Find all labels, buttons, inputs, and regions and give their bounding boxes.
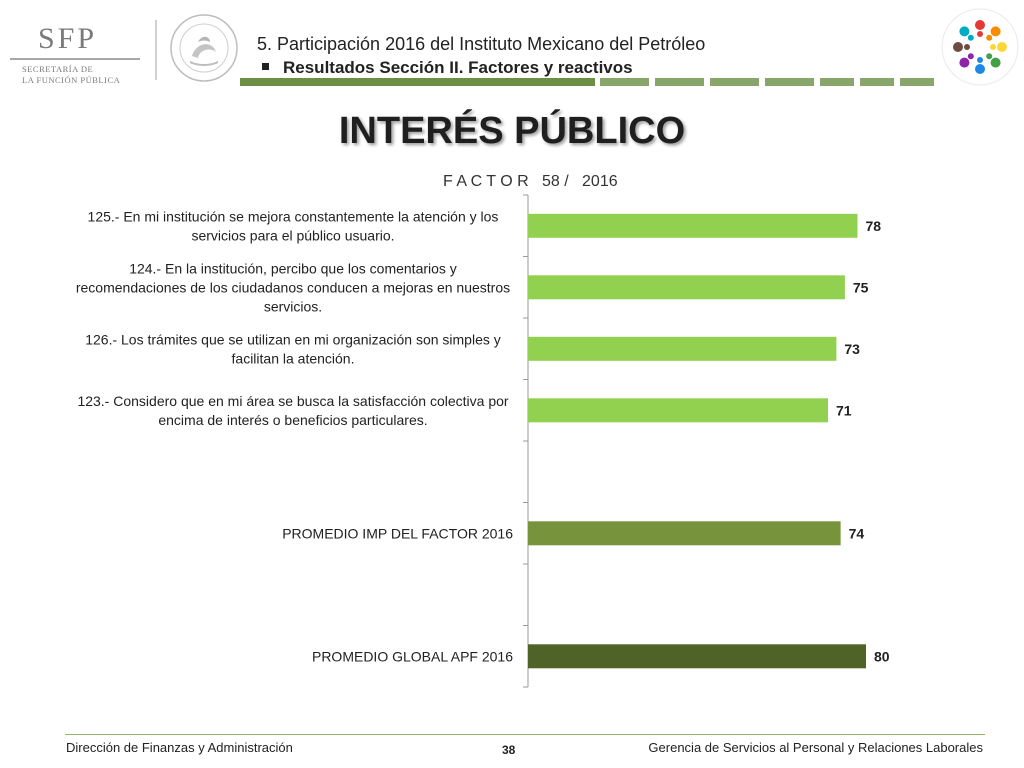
accent-bar-segment [655,78,704,86]
bar-value-label: 78 [866,218,882,234]
category-label: 123.- Considero que en mi área se busca … [77,393,508,428]
mexican-seal-icon [170,14,238,82]
norma-person-icon [959,26,970,37]
norma-person-icon [990,57,1001,68]
bar [528,644,866,669]
category-label: 126.- Los trámites que se utilizan en mi… [85,331,501,366]
accent-bar-segment [600,78,649,86]
accent-bar-segment [900,78,934,86]
norma-person-icon [997,42,1007,52]
page-number: 38 [502,743,516,757]
bar-value-label: 80 [874,648,890,664]
category-label: PROMEDIO IMP DEL FACTOR 2016 [282,525,513,541]
category-label: 125.- En mi institución se mejora consta… [88,208,499,243]
page-title: INTERÉS PÚBLICO [338,110,686,152]
norma-person-icon [953,42,963,52]
norma-person-icon [959,57,970,68]
category-label: 124.- En la institución, percibo que los… [76,260,510,314]
chart-factor-label: F A C T O R 58 / 2016 [443,173,618,190]
norma-igualdad-logo-icon [941,8,1019,86]
sfp-logo-rule [10,58,140,60]
header: SFP SECRETARÍA DE LA FUNCIÓN PÚBLICA 5. … [0,0,1024,95]
accent-bar-segment [765,78,814,86]
sfp-logo: SFP SECRETARÍA DE LA FUNCIÓN PÚBLICA [10,20,140,90]
sfp-logo-line1: SECRETARÍA DE [22,64,94,74]
norma-person-icon [975,20,985,30]
header-subtitle-text: Resultados Sección II. Factores y reacti… [283,58,633,77]
bar [528,336,837,361]
square-bullet-icon [262,63,269,71]
accent-bar-segment [820,78,854,86]
bar-value-label: 73 [844,341,860,357]
sfp-logo-line2: LA FUNCIÓN PÚBLICA [22,75,121,85]
norma-person-icon [990,26,1001,37]
accent-bar-segment [860,78,894,86]
bar [528,398,828,423]
norma-person-icon [975,64,985,74]
header-accent-bars [240,78,934,86]
category-label: PROMEDIO GLOBAL APF 2016 [312,648,513,664]
header-subtitle: Resultados Sección II. Factores y reacti… [262,58,633,78]
sfp-logo-letters: SFP [38,22,98,55]
bar [528,275,845,300]
header-divider [155,20,157,80]
footer-rule [65,734,985,735]
bar-value-label: 75 [853,279,869,295]
accent-bar-segment [710,78,759,86]
bar-value-label: 74 [849,525,865,541]
bar-value-label: 71 [836,402,852,418]
footer-left-text: Dirección de Finanzas y Administración [66,740,293,755]
bar [528,213,858,238]
header-section-title: 5. Participación 2016 del Instituto Mexi… [257,34,706,54]
bar [528,521,841,546]
footer-right-text: Gerencia de Servicios al Personal y Rela… [648,740,983,755]
